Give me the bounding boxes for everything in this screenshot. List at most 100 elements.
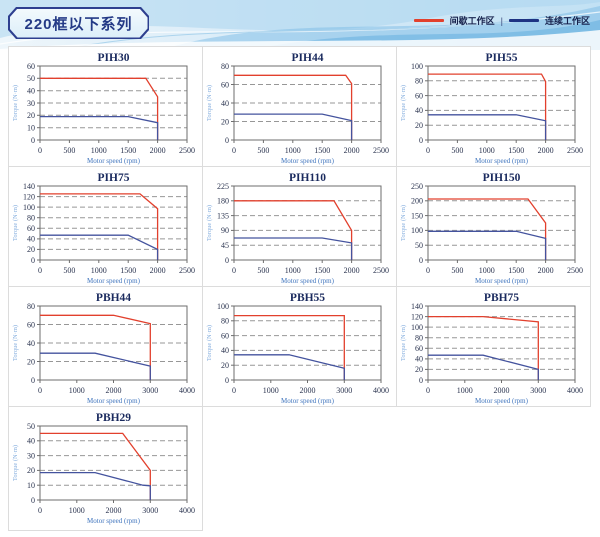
svg-text:0: 0 (31, 376, 35, 385)
header-banner: 220框以下系列 间歇工作区 | 连续工作区 (0, 0, 600, 50)
svg-text:140: 140 (23, 182, 35, 191)
svg-text:2500: 2500 (373, 266, 389, 275)
svg-text:0: 0 (38, 146, 42, 155)
legend-separator: | (500, 15, 503, 26)
svg-text:80: 80 (415, 77, 423, 86)
x-axis-label: Motor speed (rpm) (87, 397, 141, 405)
charts-grid: 0 10 20 30 40 50 60 0 500 1000 1500 2000 2500 PIH30 Mo… (8, 46, 593, 531)
svg-text:1000: 1000 (91, 146, 107, 155)
x-axis-label: Motor speed (rpm) (281, 157, 335, 165)
svg-text:0: 0 (38, 506, 42, 515)
svg-text:0: 0 (419, 376, 423, 385)
svg-text:1500: 1500 (120, 146, 136, 155)
legend-intermittent-label: 间歇工作区 (449, 16, 495, 26)
series-intermittent (40, 193, 159, 260)
svg-text:60: 60 (27, 320, 35, 329)
svg-text:2000: 2000 (538, 146, 554, 155)
chart-title: PBH44 (96, 292, 131, 304)
svg-text:1000: 1000 (69, 506, 85, 515)
x-axis-label: Motor speed (rpm) (475, 277, 529, 285)
svg-text:40: 40 (415, 355, 423, 364)
svg-text:20: 20 (221, 117, 229, 126)
chart-title: PIH44 (292, 52, 324, 64)
y-axis-label: Torque (N·m) (400, 205, 407, 241)
svg-text:10: 10 (27, 124, 35, 133)
svg-text:20: 20 (27, 245, 35, 254)
svg-text:100: 100 (23, 203, 35, 212)
svg-text:0: 0 (38, 386, 42, 395)
series-intermittent (40, 432, 151, 500)
series-continuous (428, 354, 539, 380)
svg-text:0: 0 (232, 266, 236, 275)
chart-title: PIH150 (483, 172, 521, 184)
legend-continuous-label: 连续工作区 (544, 16, 590, 26)
chart-cell-PIH150: 0 50 100 150 200 250 0 500 1000 1500 2000 2500 PIH15… (396, 166, 591, 287)
svg-text:500: 500 (63, 146, 75, 155)
chart-title: PIH30 (98, 52, 130, 64)
svg-text:2000: 2000 (344, 266, 360, 275)
svg-text:1000: 1000 (479, 146, 495, 155)
svg-text:2000: 2000 (106, 506, 122, 515)
svg-text:2000: 2000 (538, 266, 554, 275)
svg-text:0: 0 (232, 146, 236, 155)
svg-text:2500: 2500 (179, 266, 195, 275)
svg-text:1500: 1500 (508, 146, 524, 155)
series-continuous (428, 230, 547, 260)
x-axis-label: Motor speed (rpm) (475, 157, 529, 165)
svg-text:4000: 4000 (179, 506, 195, 515)
series-intermittent (40, 314, 151, 380)
svg-text:80: 80 (27, 302, 35, 311)
svg-text:40: 40 (27, 437, 35, 446)
page-title-box: 220框以下系列 (8, 7, 149, 39)
svg-text:1000: 1000 (285, 146, 301, 155)
svg-text:60: 60 (415, 344, 423, 353)
svg-text:30: 30 (27, 451, 35, 460)
svg-text:3000: 3000 (530, 386, 546, 395)
svg-text:40: 40 (27, 87, 35, 96)
svg-text:40: 40 (27, 339, 35, 348)
svg-text:500: 500 (257, 266, 269, 275)
chart-title: PBH75 (484, 292, 519, 304)
svg-text:120: 120 (411, 312, 423, 321)
chart-cell-PIH110: 0 45 90 135 180 225 0 500 1000 1500 2000 2500 PIH110… (202, 166, 397, 287)
svg-text:40: 40 (27, 235, 35, 244)
legend: 间歇工作区 | 连续工作区 (413, 14, 590, 27)
svg-text:30: 30 (27, 99, 35, 108)
svg-text:0: 0 (225, 256, 229, 265)
chart-title: PIH110 (289, 172, 326, 184)
svg-text:500: 500 (63, 266, 75, 275)
torque-speed-chart: 0 20 40 60 80 0 500 1000 1500 2000 2500 PIH44 Motor … (206, 52, 389, 165)
series-continuous (40, 352, 151, 380)
svg-text:2000: 2000 (150, 146, 166, 155)
chart-cell-PBH29: 0 10 20 30 40 50 0 1000 2000 3000 4000 PBH29 Motor s… (8, 406, 203, 531)
svg-text:60: 60 (221, 331, 229, 340)
svg-text:2000: 2000 (344, 146, 360, 155)
svg-text:20: 20 (221, 361, 229, 370)
svg-text:80: 80 (221, 62, 229, 71)
svg-text:100: 100 (411, 62, 423, 71)
svg-text:150: 150 (411, 211, 423, 220)
svg-text:20: 20 (415, 121, 423, 130)
svg-text:500: 500 (451, 146, 463, 155)
svg-text:0: 0 (31, 256, 35, 265)
svg-text:90: 90 (221, 226, 229, 235)
svg-text:2000: 2000 (106, 386, 122, 395)
svg-text:20: 20 (27, 466, 35, 475)
series-continuous (428, 114, 547, 140)
chart-cell-PIH55: 0 20 40 60 80 100 0 500 1000 1500 2000 2500 PIH55 Mot… (396, 46, 591, 167)
x-axis-label: Motor speed (rpm) (87, 157, 141, 165)
svg-text:4000: 4000 (567, 386, 583, 395)
svg-text:120: 120 (23, 192, 35, 201)
svg-text:1000: 1000 (285, 266, 301, 275)
chart-cell-PIH30: 0 10 20 30 40 50 60 0 500 1000 1500 2000 2500 PIH30 Mo… (8, 46, 203, 167)
torque-speed-chart: 0 10 20 30 40 50 60 0 500 1000 1500 2000 2500 PIH30 Mo… (12, 52, 195, 165)
svg-text:135: 135 (217, 211, 229, 220)
svg-text:50: 50 (27, 74, 35, 83)
header-wave-background (0, 0, 600, 50)
svg-text:3000: 3000 (142, 506, 158, 515)
svg-text:1500: 1500 (508, 266, 524, 275)
svg-text:1000: 1000 (263, 386, 279, 395)
